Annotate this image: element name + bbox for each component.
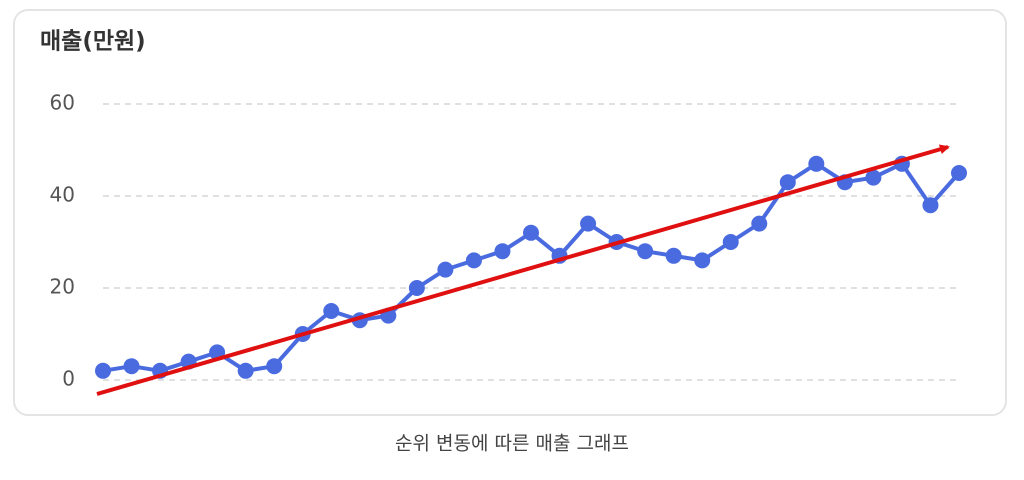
point: [266, 358, 283, 375]
point: [808, 155, 825, 172]
point: [95, 362, 111, 379]
grid: 0 20 40 60: [50, 91, 959, 391]
card: [13, 9, 1007, 416]
point: [865, 169, 882, 186]
point: [408, 280, 425, 296]
chart-title: 매출(만원): [40, 29, 146, 55]
point: [751, 215, 768, 232]
point: [123, 358, 140, 375]
point: [494, 243, 511, 260]
point: [523, 224, 539, 241]
point: [922, 197, 939, 214]
trend-arrow: [96, 144, 950, 396]
point: [580, 215, 597, 232]
point: [779, 174, 796, 191]
plot: [95, 155, 967, 379]
caption: 순위 변동에 따른 매출 그래프: [395, 433, 629, 455]
y-tick-label: 60: [50, 91, 75, 115]
point: [637, 243, 654, 260]
point: [694, 252, 711, 269]
y-tick-label: 40: [50, 183, 75, 207]
point: [722, 234, 739, 250]
point: [951, 165, 967, 181]
y-tick-label: 20: [50, 275, 75, 299]
point: [323, 303, 340, 319]
y-tick-label: 0: [62, 367, 75, 391]
point: [665, 247, 682, 264]
point: [437, 261, 454, 278]
point: [237, 362, 254, 379]
point: [465, 252, 482, 269]
